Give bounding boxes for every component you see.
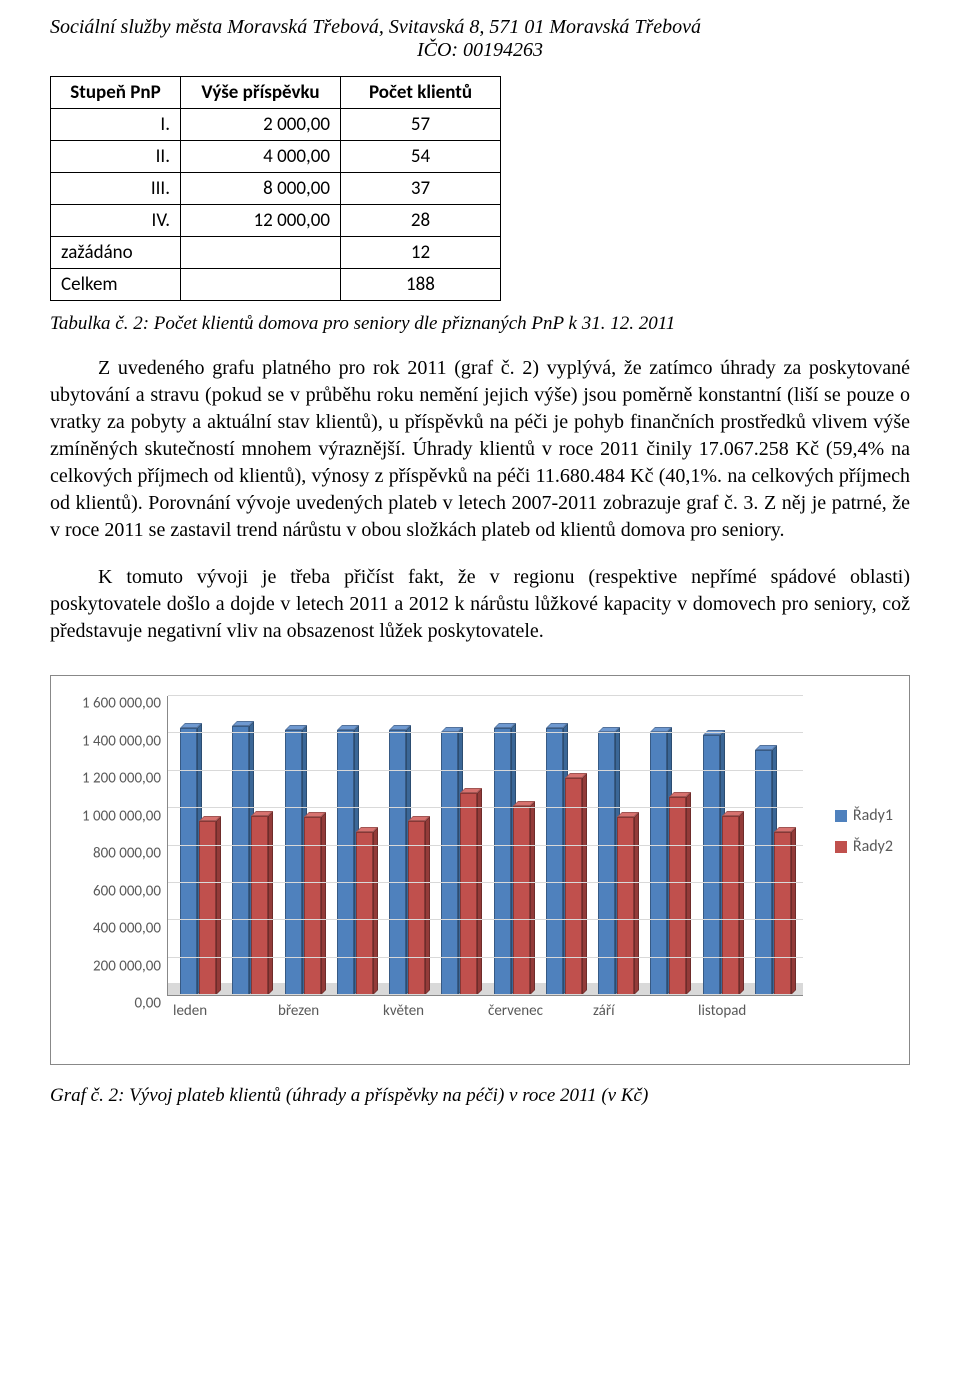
gridline: [168, 770, 803, 771]
table-row: Celkem 188: [51, 269, 501, 301]
gridline: [168, 695, 803, 696]
table-cell: 8 000,00: [181, 173, 341, 205]
bar-group: [381, 696, 433, 995]
bars-row: [168, 696, 803, 995]
table-row: I.2 000,0057: [51, 109, 501, 141]
bar: [755, 750, 772, 995]
bar: [199, 821, 216, 995]
bar: [460, 793, 477, 995]
table-row: III.8 000,0037: [51, 173, 501, 205]
plot-row: 1 600 000,001 400 000,001 200 000,001 00…: [67, 696, 893, 996]
page: Sociální služby města Moravská Třebová, …: [0, 0, 960, 1147]
table-cell: [181, 269, 341, 301]
chart-caption: Graf č. 2: Vývoj plateb klientů (úhrady …: [50, 1085, 910, 1107]
legend-swatch-1: [835, 810, 847, 822]
col-header: Výše příspěvku: [181, 77, 341, 109]
bar-group: [695, 696, 747, 995]
paragraph-2: K tomuto vývoji je třeba přičíst fakt, ž…: [50, 564, 910, 645]
bar: [232, 726, 249, 995]
table-cell: 12: [341, 237, 501, 269]
bar: [669, 797, 686, 995]
bar: [598, 732, 615, 995]
x-tick-label: červenec: [488, 1002, 593, 1020]
bar: [513, 806, 530, 995]
bar: [408, 821, 425, 995]
plot-area: [167, 696, 803, 996]
table-cell: 57: [341, 109, 501, 141]
bar: [722, 816, 739, 995]
table-cell: zažádáno: [51, 237, 181, 269]
table-cell: 12 000,00: [181, 205, 341, 237]
table-cell: II.: [51, 141, 181, 173]
table-cell: 4 000,00: [181, 141, 341, 173]
gridline: [168, 807, 803, 808]
bar-group: [224, 696, 276, 995]
org-header-line1: Sociální služby města Moravská Třebová, …: [50, 16, 910, 39]
bar: [180, 728, 197, 995]
gridline: [168, 732, 803, 733]
table-cell: 188: [341, 269, 501, 301]
table-caption: Tabulka č. 2: Počet klientů domova pro s…: [50, 313, 910, 335]
bar-group: [486, 696, 538, 995]
x-axis: ledenbřezenkvětenčerveneczářílistopad: [173, 1002, 803, 1020]
bar-group: [433, 696, 485, 995]
col-header: Stupeň PnP: [51, 77, 181, 109]
chart-legend: Řady1 Řady2: [835, 806, 893, 868]
table-cell: Celkem: [51, 269, 181, 301]
chart-container: 1 600 000,001 400 000,001 200 000,001 00…: [50, 675, 910, 1065]
gridline: [168, 994, 803, 995]
table-header-row: Stupeň PnP Výše příspěvku Počet klientů: [51, 77, 501, 109]
x-tick-label: leden: [173, 1002, 278, 1020]
bar: [494, 728, 511, 995]
table-cell: 54: [341, 141, 501, 173]
bar: [546, 728, 563, 995]
col-header: Počet klientů: [341, 77, 501, 109]
y-axis: 1 600 000,001 400 000,001 200 000,001 00…: [67, 696, 167, 996]
x-tick-label: březen: [278, 1002, 383, 1020]
bar-group: [642, 696, 694, 995]
x-tick-label: květen: [383, 1002, 488, 1020]
x-tick-label: září: [593, 1002, 698, 1020]
table-row: zažádáno 12: [51, 237, 501, 269]
bar: [565, 778, 582, 995]
bar-group: [747, 696, 799, 995]
bar: [650, 732, 667, 995]
bar: [356, 832, 373, 995]
table-cell: 28: [341, 205, 501, 237]
table-row: IV.12 000,0028: [51, 205, 501, 237]
bar-group: [590, 696, 642, 995]
bar: [251, 816, 268, 995]
legend-item-2: Řady2: [835, 837, 893, 856]
paragraph-1: Z uvedeného grafu platného pro rok 2011 …: [50, 355, 910, 544]
table-cell: I.: [51, 109, 181, 141]
x-tick-label: listopad: [698, 1002, 803, 1020]
table-row: II.4 000,0054: [51, 141, 501, 173]
bar: [441, 732, 458, 995]
bar: [774, 832, 791, 995]
legend-swatch-2: [835, 841, 847, 853]
table-cell: 2 000,00: [181, 109, 341, 141]
gridline: [168, 882, 803, 883]
table-cell: 37: [341, 173, 501, 205]
legend-label-2: Řady2: [853, 837, 893, 856]
table-cell: III.: [51, 173, 181, 205]
gridline: [168, 957, 803, 958]
org-header-line2: IČO: 00194263: [50, 39, 910, 62]
legend-item-1: Řady1: [835, 806, 893, 825]
pnp-table: Stupeň PnP Výše příspěvku Počet klientů …: [50, 76, 501, 301]
bar-group: [329, 696, 381, 995]
legend-label-1: Řady1: [853, 806, 893, 825]
bar-group: [538, 696, 590, 995]
bar-group: [172, 696, 224, 995]
table-cell: IV.: [51, 205, 181, 237]
table-cell: [181, 237, 341, 269]
gridline: [168, 845, 803, 846]
gridline: [168, 919, 803, 920]
bar-group: [277, 696, 329, 995]
